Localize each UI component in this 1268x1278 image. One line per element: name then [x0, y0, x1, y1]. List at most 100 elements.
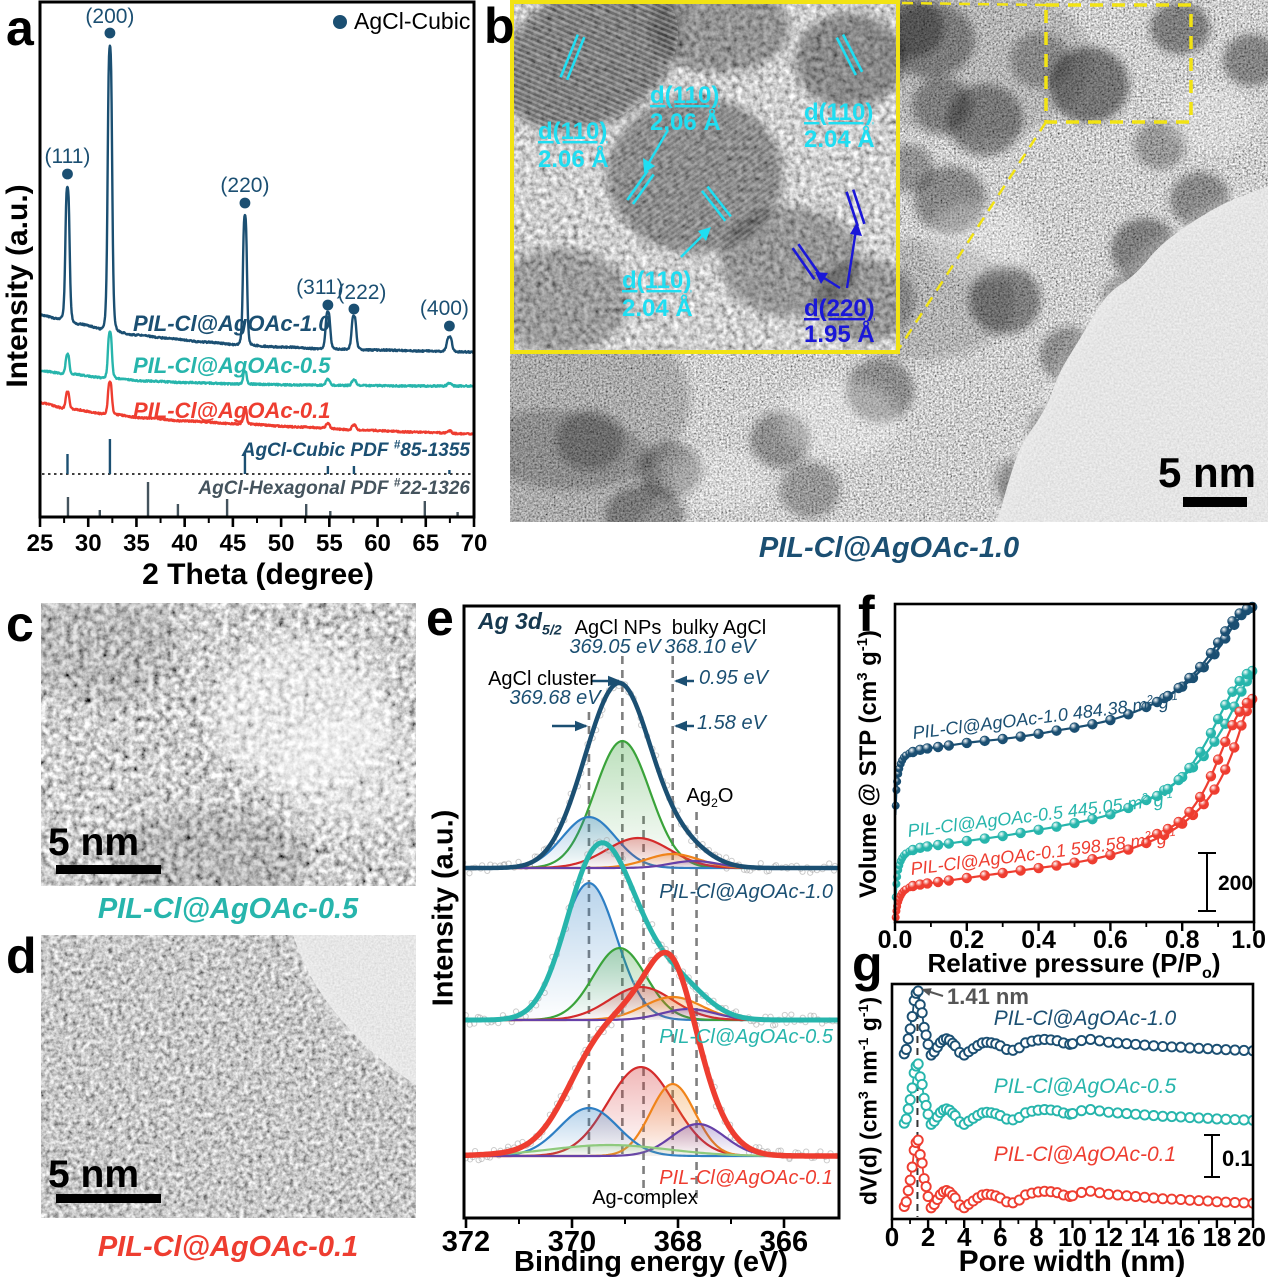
scalebar-label-d: 5 nm — [48, 1153, 140, 1196]
tick-label: 12 — [1094, 1222, 1123, 1252]
xps-xlabel: Binding energy (eV) — [514, 1246, 788, 1278]
tem-b-vacuum-region — [996, 186, 1268, 522]
tick-label: 1.0 — [1231, 926, 1266, 954]
caption-c: PIL-Cl@AgOAc-0.5 — [97, 893, 359, 925]
psd-peak-annotation: 1.41 nm — [947, 984, 1029, 1009]
tick-label: 18 — [1202, 1222, 1231, 1252]
scalebar-label-b: 5 nm — [1158, 449, 1257, 496]
tick-label: 14 — [1130, 1222, 1159, 1252]
xps-envelope-PIL-Cl@AgOAc-0.1 — [465, 949, 838, 1159]
tem-image-c — [41, 603, 416, 886]
xps-series-label-3: PIL-Cl@AgOAc-0.1 — [659, 1167, 833, 1189]
xrd-ylabel: Intensity (a.u.) — [1, 184, 34, 388]
xps-envelope-PIL-Cl@AgOAc-0.5 — [465, 840, 838, 1023]
xrd-peak-marker-(311) — [322, 299, 334, 311]
inset-annotation-arrows — [643, 129, 862, 290]
xrd-xlabel: 2 Theta (degree) — [142, 558, 374, 591]
zoom-connector-bottom — [896, 121, 1048, 351]
caption-d: PIL-Cl@AgOAc-0.1 — [97, 1231, 359, 1263]
psd-ylabel: dV(d) (cm3 nm-1 g-1) — [855, 996, 882, 1206]
tick-label: 25 — [27, 530, 54, 557]
xps-spectrum-PIL-Cl@AgOAc-0.1 — [465, 946, 838, 1164]
psd-series-PIL-Cl@AgOAc-0.1 — [898, 1134, 1252, 1214]
psd-series-PIL-Cl@AgOAc-1.0 — [898, 985, 1252, 1061]
tick-label: 0.4 — [1021, 926, 1056, 954]
xps-annot-agcl-cluster: AgCl cluster — [488, 668, 596, 690]
xrd-peak-label-(200): (200) — [85, 5, 134, 28]
scalebar-b — [1183, 497, 1247, 507]
tick-label: 0.8 — [1165, 926, 1200, 954]
tick-label: 4 — [957, 1222, 972, 1252]
tick-label: 10 — [1058, 1222, 1087, 1252]
tick-label: 372 — [442, 1226, 490, 1258]
panel-letter-f: f — [858, 586, 875, 642]
tick-label: 0.6 — [1093, 926, 1128, 954]
panel-letter-e: e — [426, 590, 454, 646]
isotherm-scalebar-label: 200 — [1218, 872, 1254, 895]
tick-label: 50 — [268, 530, 295, 557]
caption-b: PIL-Cl@AgOAc-1.0 — [758, 532, 1020, 564]
psd-series-PIL-Cl@AgOAc-0.5 — [898, 1058, 1252, 1130]
xps-annot-ag-complex: Ag-complex — [592, 1187, 698, 1209]
dspacing-top-val: 2.06 Å — [650, 108, 721, 136]
xps-series-label-2: PIL-Cl@AgOAc-0.5 — [659, 1026, 833, 1048]
fringe-mark-topright — [835, 33, 864, 76]
tick-label: 0 — [885, 1222, 899, 1252]
scalebar-label-c: 5 nm — [48, 821, 140, 864]
xps-spectrum-PIL-Cl@AgOAc-1.0 — [465, 680, 838, 877]
xrd-series-label-2: PIL-Cl@AgOAc-0.5 — [133, 353, 331, 378]
tick-label: 35 — [123, 530, 150, 557]
dspacing-left-val: 2.06 Å — [538, 145, 609, 173]
xrd-peak-label-(400): (400) — [420, 297, 469, 320]
tick-label: 30 — [75, 530, 102, 557]
tick-label: 0.2 — [949, 926, 984, 954]
xps-annot-bulky-agcl: bulky AgCl — [671, 617, 767, 639]
xrd-peak-marker-(222) — [348, 303, 360, 315]
dspacing-right-hkl: d(110) — [804, 99, 873, 126]
xps-annot-bulky-agcl-ev: 368.10 eV — [664, 636, 756, 658]
xps-annot-delta2: 1.58 eV — [697, 712, 766, 734]
isotherm-series-PIL-Cl@AgOAc-0.5 — [891, 665, 1258, 906]
dspacing-bottom-hkl: d(110) — [622, 267, 691, 294]
tem-b-bright-patches — [670, 85, 1255, 510]
xrd-curve-PIL-Cl@AgOAc-0.1 — [39, 380, 475, 436]
xps-annot-agcl-cluster-ev: 369.68 eV — [509, 687, 601, 709]
panel-letter-a: a — [6, 0, 34, 56]
tem-image-d — [41, 935, 416, 1218]
xrd-peak-label-(311): (311) — [296, 276, 343, 299]
tem-image-b: d(110) 2.06 Å d(110) 2.06 Å d(110) 2.04 … — [510, 0, 1268, 522]
tick-label: 45 — [220, 530, 247, 557]
psd-series-label-3: PIL-Cl@AgOAc-0.1 — [993, 1143, 1177, 1166]
fringe-mark-center — [626, 169, 655, 205]
dspacing-bottom-val: 2.04 Å — [622, 294, 693, 322]
xrd-peak-label-(220): (220) — [220, 174, 269, 197]
xrd-peak-label-(111): (111) — [45, 145, 91, 168]
xps-annot-delta1: 0.95 eV — [699, 667, 768, 689]
hrtem-inset-border — [510, 0, 900, 354]
hrtem-inset: d(110) 2.06 Å d(110) 2.06 Å d(110) 2.04 … — [510, 0, 915, 354]
tick-label: 70 — [461, 530, 488, 557]
xps-series-label-1: PIL-Cl@AgOAc-1.0 — [659, 881, 833, 903]
fringe-mark-topleft — [559, 34, 586, 81]
xrd-peak-marker-(200) — [104, 27, 116, 39]
xrd-ref-label-cubic: AgCl-Cubic PDF #85-1355 — [241, 438, 470, 461]
xps-envelope-PIL-Cl@AgOAc-1.0 — [465, 680, 838, 871]
dspacing-top-hkl: d(110) — [650, 82, 719, 109]
tick-label: 16 — [1166, 1222, 1195, 1252]
tick-label: 366 — [760, 1226, 808, 1258]
panel-letter-b: b — [484, 0, 515, 54]
xps-ylabel: Intensity (a.u.) — [427, 809, 460, 1007]
tick-label: 2 — [921, 1222, 935, 1252]
tick-label: 370 — [548, 1226, 596, 1258]
fringe-mark-d220-left — [791, 243, 822, 281]
xrd-legend: AgCl-Cubic — [333, 8, 470, 35]
scalebar-c — [56, 865, 161, 874]
xrd-curve-PIL-Cl@AgOAc-0.5 — [38, 330, 475, 388]
xrd-peak-marker-(400) — [444, 320, 455, 332]
tick-label: 8 — [1029, 1222, 1043, 1252]
xrd-series-label-1: PIL-Cl@AgOAc-1.0 — [133, 311, 331, 336]
